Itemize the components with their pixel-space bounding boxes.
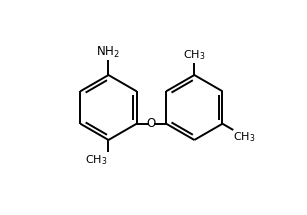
Text: CH$_3$: CH$_3$ — [85, 153, 107, 167]
Text: NH$_2$: NH$_2$ — [95, 45, 119, 60]
Text: O: O — [147, 117, 156, 130]
Text: CH$_3$: CH$_3$ — [183, 49, 206, 63]
Text: CH$_3$: CH$_3$ — [234, 131, 256, 144]
